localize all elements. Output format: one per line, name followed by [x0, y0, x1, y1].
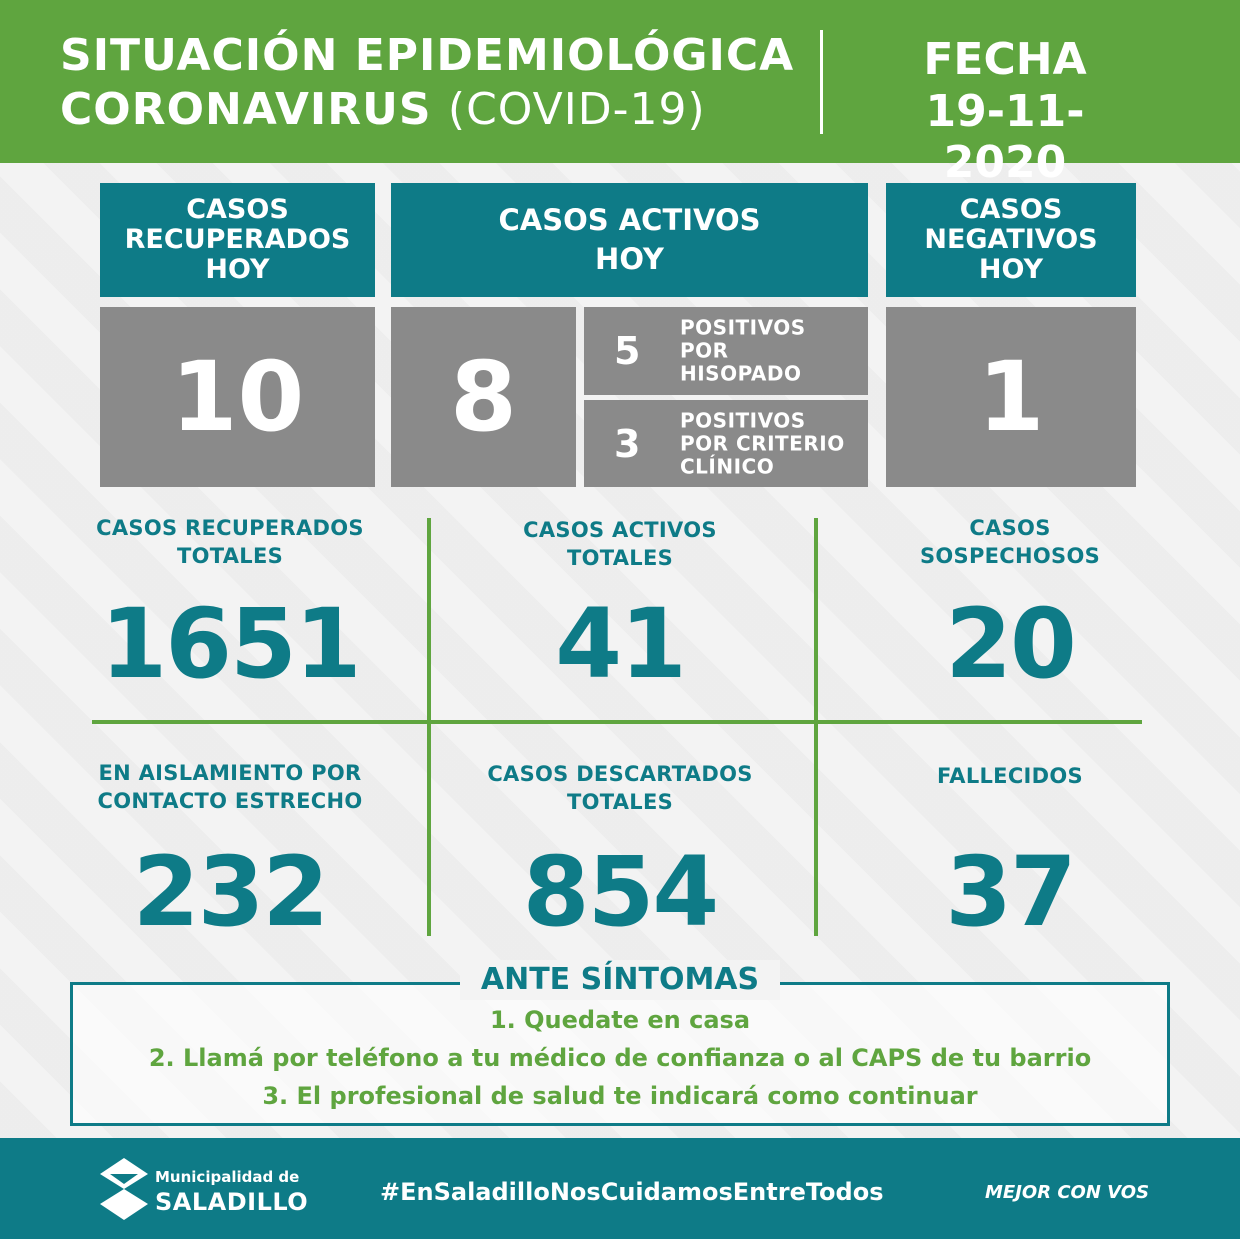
slogan: MEJOR CON VOS [985, 1182, 1150, 1203]
label-line: CASOS RECUPERADOS [96, 516, 364, 540]
date-value: 19-11-2020 [925, 86, 1085, 188]
label-line: POSITIVOS [680, 315, 806, 340]
campaign-hashtag: #EnSaladilloNosCuidamosEntreTodos [380, 1178, 884, 1206]
label-line: SOSPECHOSOS [919, 544, 1101, 569]
stat-label-discarded: CASOS DESCARTADOS TOTALES [440, 760, 800, 817]
stat-value-isolation: 232 [132, 836, 329, 948]
stat-value-active-total: 41 [555, 588, 687, 700]
active-today-label: CASOS ACTIVOS HOY [391, 183, 868, 297]
stat-label-deceased: FALLECIDOS [840, 762, 1180, 790]
negative-today-label: CASOS NEGATIVOS HOY [886, 183, 1136, 297]
label-line: POR CRITERIO [680, 431, 845, 455]
label-line: FALLECIDOS [937, 764, 1083, 788]
title-line-2: CORONAVIRUS (COVID-19) [60, 84, 706, 135]
title-line-1: SITUACIÓN EPIDEMIOLÓGICA [60, 30, 795, 81]
stat-label-recovered-total: CASOS RECUPERADOS TOTALES [60, 514, 400, 571]
stat-value-deceased: 37 [945, 836, 1077, 948]
saladillo-logo-icon [100, 1158, 148, 1220]
label-line: TOTALES [566, 546, 674, 571]
label-line: CLÍNICO [680, 454, 775, 478]
active-breakdown-swab: 5 POSITIVOS POR HISOPADO [584, 307, 868, 395]
date-label: FECHA [923, 34, 1087, 85]
value-text: 1 [977, 341, 1045, 453]
stat-value-discarded: 854 [522, 836, 719, 948]
label-line: HISOPADO [680, 361, 802, 386]
breakdown-value: 5 [614, 329, 641, 373]
header-banner: SITUACIÓN EPIDEMIOLÓGICA CORONAVIRUS (CO… [0, 0, 1240, 188]
stat-value-recovered-total: 1651 [100, 588, 361, 700]
logo-text-top: Municipalidad de [155, 1168, 300, 1186]
recovered-today-value: 10 [100, 307, 375, 487]
grid-line-vertical-2 [814, 518, 818, 936]
stat-label-active-total: CASOS ACTIVOS TOTALES [440, 516, 800, 573]
label-line: TOTALES [176, 544, 284, 569]
value-text: 8 [450, 341, 517, 453]
label-line: POSITIVOS [680, 408, 806, 432]
symptoms-title: ANTE SÍNTOMAS [460, 960, 780, 1000]
symptoms-box [70, 982, 1170, 1126]
label-line: CASOS ACTIVOS [498, 202, 761, 237]
grid-line-vertical-1 [427, 518, 431, 936]
breakdown-value: 3 [614, 421, 641, 466]
value-text: 10 [170, 341, 305, 453]
label-line: RECUPERADOS [124, 224, 351, 256]
label-line: NEGATIVOS [924, 224, 1098, 256]
footer-bar: Municipalidad de SALADILLO #EnSaladilloN… [0, 1138, 1240, 1239]
label-line: POR [680, 338, 729, 363]
label-line: HOY [205, 253, 270, 285]
active-today-value: 8 [391, 307, 576, 487]
label-line: HOY [595, 242, 664, 276]
label-line: CASOS ACTIVOS [523, 518, 717, 542]
recovered-today-label: CASOS RECUPERADOS HOY [100, 183, 375, 297]
active-breakdown-clinical: 3 POSITIVOS POR CRITERIO CLÍNICO [584, 400, 868, 487]
grid-line-horizontal [92, 720, 1142, 724]
logo-text-bottom: SALADILLO [155, 1188, 309, 1216]
breakdown-label: POSITIVOS POR HISOPADO [680, 315, 806, 386]
stat-label-isolation: EN AISLAMIENTO POR CONTACTO ESTRECHO [60, 759, 400, 816]
label-line: CASOS [186, 194, 289, 226]
title-coronavirus: CORONAVIRUS [60, 84, 432, 135]
header-divider [820, 30, 823, 134]
stat-value-suspected: 20 [945, 588, 1077, 700]
label-line: EN AISLAMIENTO POR [98, 761, 362, 785]
symptom-step-1: 1. Quedate en casa [489, 1006, 751, 1034]
label-line: TOTALES [566, 790, 674, 815]
title-covid: (COVID-19) [447, 84, 706, 135]
symptom-step-3: 3. El profesional de salud te indicará c… [262, 1082, 978, 1110]
label-line: HOY [978, 253, 1044, 285]
label-line: CONTACTO ESTRECHO [97, 789, 363, 814]
symptom-step-2: 2. Llamá por teléfono a tu médico de con… [148, 1044, 1092, 1072]
label-line: CASOS DESCARTADOS [487, 762, 753, 786]
negative-today-value: 1 [886, 307, 1136, 487]
label-line: CASOS [959, 194, 1063, 226]
breakdown-label: POSITIVOS POR CRITERIO CLÍNICO [680, 409, 845, 478]
label-line: CASOS [969, 516, 1051, 540]
stat-label-suspected: CASOS SOSPECHOSOS [840, 514, 1180, 571]
